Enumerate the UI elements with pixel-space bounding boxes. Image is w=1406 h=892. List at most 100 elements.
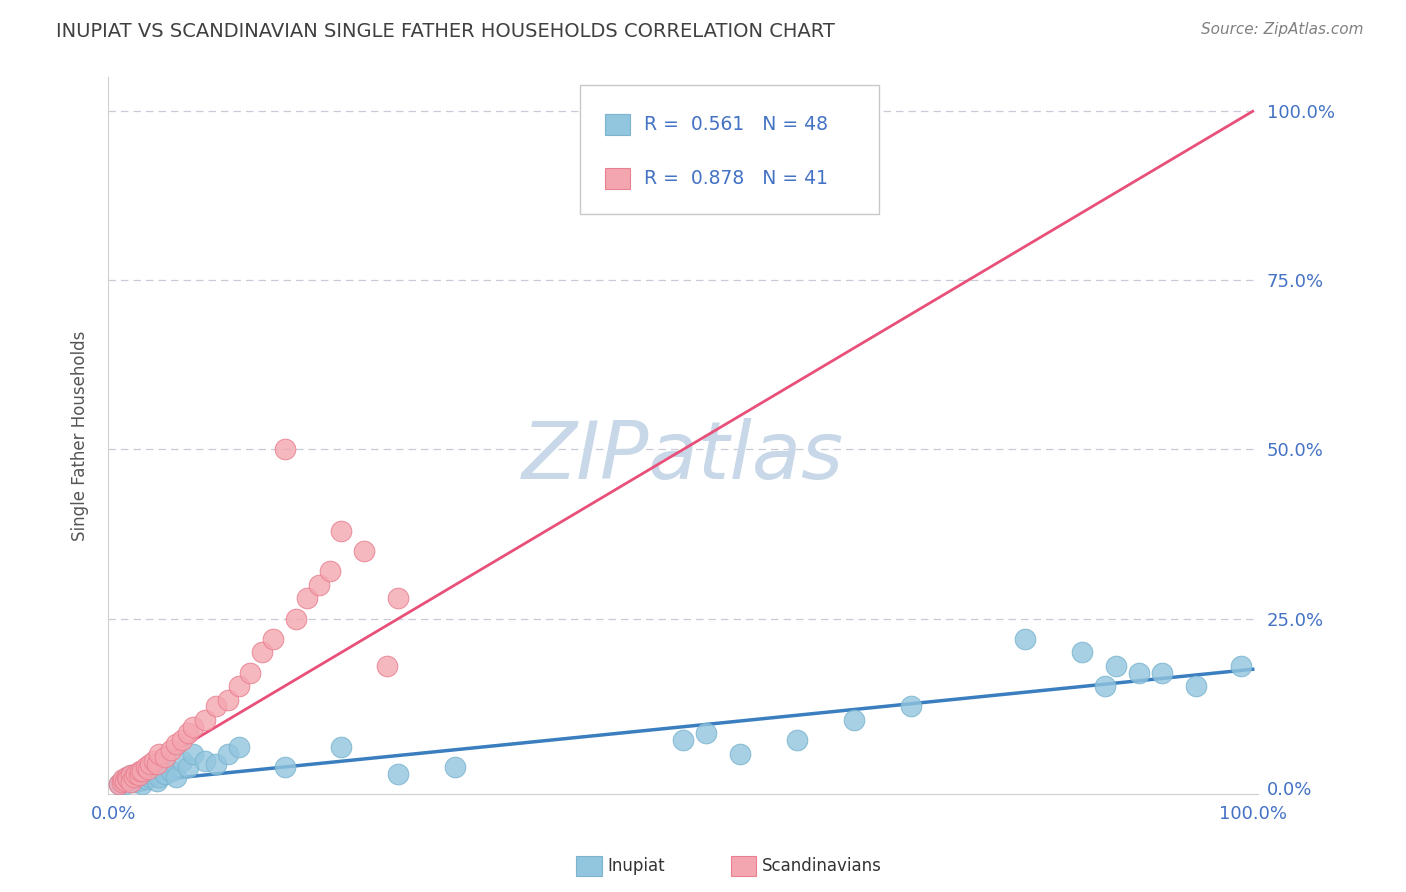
- Point: [695, 726, 717, 740]
- Point: [108, 777, 131, 791]
- Point: [319, 564, 342, 578]
- Point: [170, 733, 193, 747]
- Point: [159, 743, 181, 757]
- Point: [128, 773, 150, 788]
- Y-axis label: Single Father Households: Single Father Households: [72, 331, 89, 541]
- Point: [1070, 645, 1092, 659]
- Point: [120, 768, 142, 782]
- Point: [842, 713, 865, 727]
- Point: [387, 767, 409, 781]
- Point: [375, 658, 398, 673]
- Point: [159, 764, 181, 778]
- Point: [308, 577, 330, 591]
- Point: [108, 777, 131, 791]
- Point: [148, 747, 170, 761]
- Point: [297, 591, 319, 606]
- Point: [136, 764, 159, 778]
- Point: [217, 692, 239, 706]
- Point: [148, 771, 170, 785]
- Point: [728, 747, 751, 761]
- Point: [1094, 679, 1116, 693]
- Point: [177, 760, 200, 774]
- Point: [139, 771, 162, 785]
- Point: [217, 747, 239, 761]
- Point: [131, 764, 153, 778]
- Point: [135, 772, 157, 787]
- Point: [183, 747, 205, 761]
- Point: [125, 771, 148, 785]
- Point: [135, 760, 157, 774]
- Text: R =  0.561   N = 48: R = 0.561 N = 48: [644, 115, 828, 134]
- Point: [111, 773, 134, 788]
- FancyBboxPatch shape: [605, 114, 630, 135]
- Point: [153, 750, 176, 764]
- Text: INUPIAT VS SCANDINAVIAN SINGLE FATHER HOUSEHOLDS CORRELATION CHART: INUPIAT VS SCANDINAVIAN SINGLE FATHER HO…: [56, 22, 835, 41]
- Point: [273, 442, 295, 457]
- Point: [114, 772, 136, 787]
- Point: [353, 544, 375, 558]
- Point: [128, 768, 150, 782]
- Point: [120, 768, 142, 782]
- Point: [1128, 665, 1150, 680]
- Point: [183, 720, 205, 734]
- Point: [125, 767, 148, 781]
- Point: [128, 764, 150, 778]
- FancyBboxPatch shape: [605, 168, 630, 188]
- Point: [142, 767, 165, 781]
- Point: [120, 775, 142, 789]
- Point: [170, 754, 193, 768]
- FancyBboxPatch shape: [579, 85, 879, 214]
- Point: [136, 762, 159, 776]
- Point: [165, 737, 187, 751]
- Text: Inupiat: Inupiat: [607, 857, 665, 875]
- Point: [284, 611, 307, 625]
- Point: [330, 524, 353, 538]
- Point: [177, 726, 200, 740]
- Text: Scandinavians: Scandinavians: [762, 857, 882, 875]
- Point: [1150, 665, 1173, 680]
- Point: [131, 767, 153, 781]
- Point: [205, 756, 228, 771]
- Point: [131, 777, 153, 791]
- Point: [194, 754, 217, 768]
- Point: [1105, 658, 1128, 673]
- Point: [117, 771, 139, 785]
- Point: [111, 775, 134, 789]
- Point: [120, 773, 142, 788]
- Point: [153, 767, 176, 781]
- Point: [262, 632, 284, 646]
- Point: [117, 771, 139, 785]
- Point: [122, 771, 145, 785]
- Point: [122, 775, 145, 789]
- Point: [146, 756, 169, 771]
- Point: [228, 679, 250, 693]
- Point: [228, 739, 250, 754]
- Point: [111, 772, 134, 787]
- Point: [387, 591, 409, 606]
- Point: [205, 699, 228, 714]
- Point: [139, 756, 162, 771]
- Point: [444, 760, 467, 774]
- Point: [117, 772, 139, 787]
- Point: [148, 760, 170, 774]
- Point: [330, 739, 353, 754]
- Point: [146, 773, 169, 788]
- Point: [114, 773, 136, 788]
- Point: [250, 645, 273, 659]
- Point: [672, 733, 695, 747]
- Point: [1230, 658, 1253, 673]
- Point: [114, 776, 136, 790]
- Text: Source: ZipAtlas.com: Source: ZipAtlas.com: [1201, 22, 1364, 37]
- Point: [239, 665, 262, 680]
- Text: R =  0.878   N = 41: R = 0.878 N = 41: [644, 169, 828, 188]
- Point: [194, 713, 217, 727]
- Point: [786, 733, 808, 747]
- Point: [900, 699, 922, 714]
- Point: [273, 760, 295, 774]
- Text: ZIPatlas: ZIPatlas: [522, 418, 844, 497]
- Point: [142, 754, 165, 768]
- Point: [1014, 632, 1036, 646]
- Point: [111, 775, 134, 789]
- Point: [1184, 679, 1206, 693]
- Point: [165, 771, 187, 785]
